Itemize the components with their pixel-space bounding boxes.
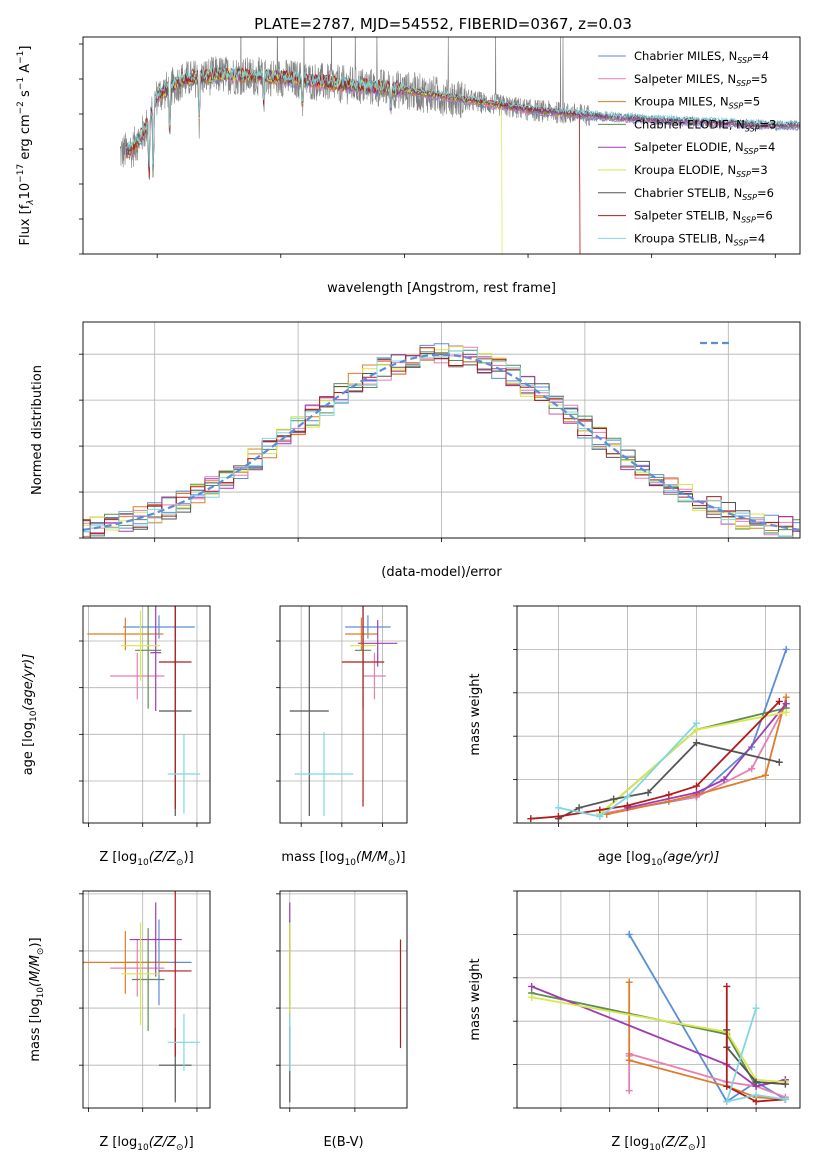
x-axis-label: E(B-V) xyxy=(323,1135,363,1150)
series-marker xyxy=(723,1097,731,1105)
x-axis-label: Z [log10(Z/Z⊙)] xyxy=(99,850,193,868)
residual-histogram xyxy=(83,347,800,538)
series-marker xyxy=(644,789,652,797)
legend-entry: Salpeter MILES, NSSP=5 xyxy=(634,72,768,88)
series-marker xyxy=(623,793,631,801)
series-line xyxy=(725,986,786,1103)
observed-spectrum xyxy=(119,37,800,178)
series-marker xyxy=(782,645,790,653)
mass-vs-Z-panel: Z [log10(Z/Z⊙)] mass [log10(M/M⊙)] xyxy=(28,890,211,1153)
series-marker xyxy=(528,982,536,990)
series-marker xyxy=(692,719,700,727)
series-marker xyxy=(665,791,673,799)
figure-title: PLATE=2787, MJD=54552, FIBERID=0367, z=0… xyxy=(254,15,632,33)
series-line xyxy=(627,703,787,809)
series-line xyxy=(628,1052,786,1099)
axes-frame xyxy=(516,890,801,1109)
series-marker xyxy=(775,697,783,705)
x-axis-label: Z [log10(Z/Z⊙)] xyxy=(99,1135,193,1153)
y-axis-label: mass weight xyxy=(468,958,483,1040)
axes-frame xyxy=(279,890,408,1109)
series-marker xyxy=(720,776,728,784)
model-spectrum xyxy=(125,67,581,254)
mass-vs-EBV-panel: E(B-V) xyxy=(276,890,408,1150)
x-axis-label: mass [log10(M/M⊙)] xyxy=(281,850,405,868)
series-marker xyxy=(625,978,633,986)
series-marker xyxy=(781,1080,789,1088)
legend-entry: Salpeter ELODIE, NSSP=4 xyxy=(634,140,775,156)
series-marker xyxy=(752,1004,760,1012)
series-marker xyxy=(596,806,604,814)
series-marker xyxy=(692,782,700,790)
legend-entry: Kroupa MILES, NSSP=5 xyxy=(634,95,760,111)
series-marker xyxy=(752,1091,760,1099)
series-marker xyxy=(554,804,562,812)
normal-curve xyxy=(82,353,801,531)
series-marker xyxy=(623,802,631,810)
series-marker xyxy=(692,739,700,747)
series-marker xyxy=(596,812,604,820)
legend-entry: Salpeter STELIB, NSSP=6 xyxy=(634,209,773,225)
axes-frame xyxy=(82,321,801,539)
series-marker xyxy=(625,1056,633,1064)
x-axis-label: wavelength [Angstrom, rest frame] xyxy=(327,281,556,296)
series-marker xyxy=(692,789,700,797)
series-marker xyxy=(723,1082,731,1090)
axes-frame xyxy=(82,605,211,824)
y-axis-label: mass [log10(M/M⊙)] xyxy=(28,937,46,1061)
residual-histogram xyxy=(83,349,800,538)
series-marker xyxy=(782,700,790,708)
axes-frame xyxy=(82,36,801,255)
series-marker xyxy=(692,726,700,734)
x-axis-label: (data-model)/error xyxy=(381,565,502,580)
series-marker xyxy=(761,771,769,779)
series-line xyxy=(558,722,698,818)
residuals-panel: (data-model)/error Normed distribution xyxy=(30,321,801,580)
y-axis-label: age [log10(age/yr)] xyxy=(21,654,39,776)
y-axis-label: Normed distribution xyxy=(30,365,45,495)
series-line xyxy=(725,1007,786,1103)
series-line xyxy=(557,741,780,820)
series-marker xyxy=(782,708,790,716)
series-marker xyxy=(782,693,790,701)
series-marker xyxy=(625,930,633,938)
series-marker xyxy=(610,795,618,803)
axes-frame xyxy=(516,605,801,824)
series-marker xyxy=(775,758,783,766)
series-marker xyxy=(554,812,562,820)
legend-entry: Kroupa STELIB, NSSP=4 xyxy=(634,231,765,247)
spectrum-panel: wavelength [Angstrom, rest frame] Flux [f… xyxy=(16,36,801,296)
x-axis-label: Z [log10(Z/Z⊙)] xyxy=(611,1135,705,1153)
y-axis-label: mass weight xyxy=(468,673,483,755)
legend-entry: Chabrier MILES, NSSP=4 xyxy=(634,49,769,65)
series-marker xyxy=(752,1078,760,1086)
massweight-vs-Z-panel: Z [log10(Z/Z⊙)] mass weight xyxy=(468,890,801,1153)
residual-histogram xyxy=(83,346,800,536)
age-vs-Z-panel: Z [log10(Z/Z⊙)] age [log10(age/yr)] xyxy=(21,605,211,868)
legend-entry: Chabrier STELIB, NSSP=6 xyxy=(634,186,774,202)
legend-entry: Kroupa ELODIE, NSSP=3 xyxy=(634,163,768,179)
series-marker xyxy=(575,804,583,812)
axes-frame xyxy=(82,890,211,1109)
legend-entry: Chabrier ELODIE, NSSP=3 xyxy=(634,117,776,133)
y-axis-label: Flux [fλ10−17 erg cm−2 s−1 A−1] xyxy=(16,46,36,246)
series-marker xyxy=(752,1097,760,1105)
axes-frame xyxy=(279,605,408,824)
x-axis-label: age [log10(age/yr)] xyxy=(598,850,720,868)
series-marker xyxy=(723,982,731,990)
massweight-vs-age-panel: age [log10(age/yr)] mass weight xyxy=(468,605,801,868)
series-marker xyxy=(748,765,756,773)
series-marker xyxy=(625,1087,633,1095)
age-vs-mass-panel: mass [log10(M/M⊙)] xyxy=(276,605,408,868)
model-spectrum xyxy=(125,65,800,168)
model-spectrum xyxy=(125,70,581,254)
series-marker xyxy=(527,815,535,823)
series-marker xyxy=(528,993,536,1001)
series-marker xyxy=(781,1095,789,1103)
